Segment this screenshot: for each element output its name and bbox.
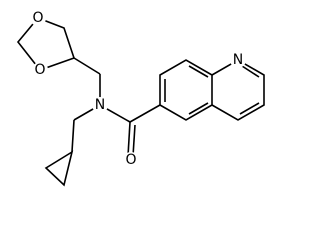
atom-label: N <box>233 52 243 68</box>
atom-label: O <box>34 62 45 78</box>
double-bond <box>241 65 260 78</box>
label-background <box>30 10 46 26</box>
cyclopropane-ring <box>44 150 74 187</box>
double-bond <box>239 102 260 115</box>
dioxolane-ring <box>16 17 76 71</box>
bond <box>73 57 101 75</box>
label-background <box>32 62 48 78</box>
bonds <box>16 17 265 187</box>
page: O O N O N (() => { const data = JSON.par… <box>16 10 265 187</box>
label-background <box>230 52 246 68</box>
double-bond <box>188 102 209 115</box>
bond <box>71 119 75 153</box>
double-bond <box>188 65 209 78</box>
atom-label: O <box>125 152 136 168</box>
bond <box>129 104 161 123</box>
atom-label: N <box>95 97 105 113</box>
label-background <box>123 152 139 168</box>
bond <box>127 121 131 157</box>
pyridine-ring <box>211 59 265 121</box>
molecule-diagram: O O N O N <box>16 10 265 187</box>
bond <box>132 124 136 157</box>
benzene-ring <box>159 59 213 121</box>
label-background <box>92 97 108 113</box>
atom-labels: O O N O N <box>30 10 246 168</box>
atom-label: O <box>32 10 43 26</box>
